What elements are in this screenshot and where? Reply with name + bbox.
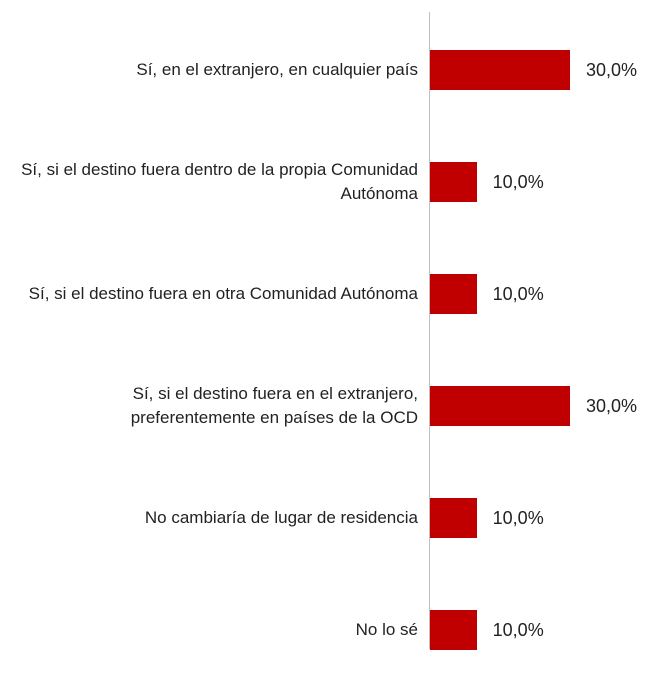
category-label: No lo sé — [355, 620, 418, 639]
category-label: Sí, si el destino fuera en otra Comunida… — [28, 284, 418, 303]
bar — [430, 50, 570, 90]
category-label: Sí, si el destino fuera en el extranjero… — [130, 384, 418, 427]
value-label: 30,0% — [586, 396, 638, 416]
bar — [430, 162, 477, 202]
value-label: 10,0% — [492, 172, 544, 192]
value-label: 10,0% — [492, 620, 544, 640]
value-label: 10,0% — [492, 284, 544, 304]
axis-line — [429, 12, 430, 649]
category-label: Sí, en el extranjero, en cualquier país — [136, 60, 418, 79]
value-label: 30,0% — [586, 60, 638, 80]
bar — [430, 274, 477, 314]
category-label: No cambiaría de lugar de residencia — [144, 508, 418, 527]
category-label: Sí, si el destino fuera dentro de la pro… — [21, 160, 418, 203]
value-label: 10,0% — [492, 508, 544, 528]
bar — [430, 610, 477, 650]
bar — [430, 498, 477, 538]
bar — [430, 386, 570, 426]
